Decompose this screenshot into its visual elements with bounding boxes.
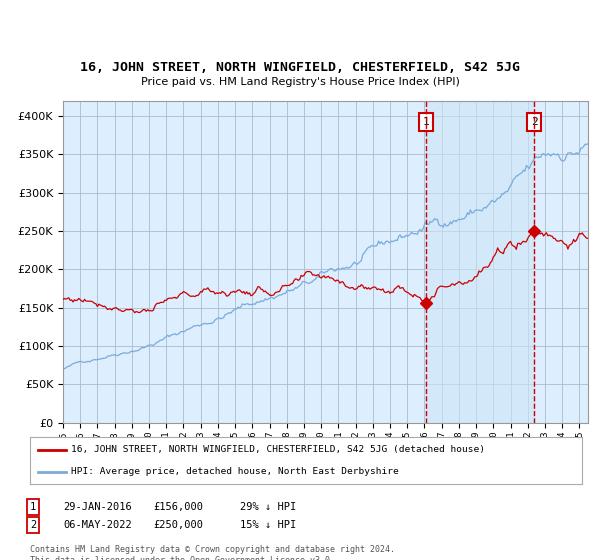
- Text: 29-JAN-2016: 29-JAN-2016: [63, 502, 132, 512]
- Text: 29% ↓ HPI: 29% ↓ HPI: [240, 502, 296, 512]
- Text: 2: 2: [30, 520, 36, 530]
- Text: 1: 1: [422, 116, 429, 127]
- Text: Contains HM Land Registry data © Crown copyright and database right 2024.
This d: Contains HM Land Registry data © Crown c…: [30, 545, 395, 560]
- Text: 06-MAY-2022: 06-MAY-2022: [63, 520, 132, 530]
- Text: £250,000: £250,000: [153, 520, 203, 530]
- Text: 15% ↓ HPI: 15% ↓ HPI: [240, 520, 296, 530]
- Bar: [426, 101, 534, 423]
- Text: £156,000: £156,000: [153, 502, 203, 512]
- Text: 16, JOHN STREET, NORTH WINGFIELD, CHESTERFIELD, S42 5JG (detached house): 16, JOHN STREET, NORTH WINGFIELD, CHESTE…: [71, 445, 485, 454]
- Text: Price paid vs. HM Land Registry's House Price Index (HPI): Price paid vs. HM Land Registry's House …: [140, 77, 460, 87]
- Text: HPI: Average price, detached house, North East Derbyshire: HPI: Average price, detached house, Nort…: [71, 467, 399, 476]
- Text: 16, JOHN STREET, NORTH WINGFIELD, CHESTERFIELD, S42 5JG: 16, JOHN STREET, NORTH WINGFIELD, CHESTE…: [80, 61, 520, 74]
- Text: 2: 2: [531, 116, 538, 127]
- Text: 1: 1: [30, 502, 36, 512]
